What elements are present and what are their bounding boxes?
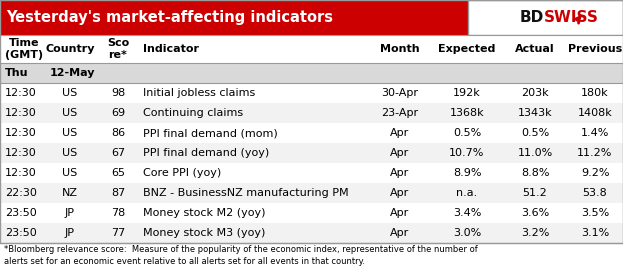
- Text: 1408k: 1408k: [578, 108, 612, 118]
- Text: n.a.: n.a.: [457, 188, 478, 198]
- Text: 30-Apr: 30-Apr: [381, 88, 419, 98]
- Text: 77: 77: [111, 228, 125, 238]
- Bar: [0, 203, 623, 223]
- Text: 0.5%: 0.5%: [453, 128, 481, 138]
- Text: 12:30: 12:30: [5, 128, 37, 138]
- Text: Indicator: Indicator: [143, 44, 199, 54]
- Text: 11.0%: 11.0%: [517, 148, 553, 158]
- Text: 78: 78: [111, 208, 125, 218]
- Text: NZ: NZ: [62, 188, 78, 198]
- Text: Apr: Apr: [391, 208, 410, 218]
- Text: 8.9%: 8.9%: [453, 168, 481, 178]
- Text: Actual: Actual: [515, 44, 555, 54]
- Text: 3.5%: 3.5%: [581, 208, 609, 218]
- Text: Apr: Apr: [391, 228, 410, 238]
- Text: 53.8: 53.8: [583, 188, 607, 198]
- Text: 12:30: 12:30: [5, 108, 37, 118]
- Text: 11.2%: 11.2%: [578, 148, 612, 158]
- Text: JP: JP: [65, 228, 75, 238]
- Text: 65: 65: [111, 168, 125, 178]
- Text: Yesterday's market-affecting indicators: Yesterday's market-affecting indicators: [6, 10, 333, 25]
- Text: Previous: Previous: [568, 44, 622, 54]
- Text: 3.4%: 3.4%: [453, 208, 481, 218]
- Text: Money stock M2 (yoy): Money stock M2 (yoy): [143, 208, 265, 218]
- Bar: [0, 163, 623, 183]
- Bar: [0, 0, 468, 35]
- Text: PPI final demand (mom): PPI final demand (mom): [143, 128, 278, 138]
- Text: 0.5%: 0.5%: [521, 128, 549, 138]
- Text: 3.6%: 3.6%: [521, 208, 549, 218]
- Text: Money stock M3 (yoy): Money stock M3 (yoy): [143, 228, 265, 238]
- Text: 98: 98: [111, 88, 125, 98]
- Text: 12:30: 12:30: [5, 168, 37, 178]
- Text: 1368k: 1368k: [450, 108, 484, 118]
- Text: 3.1%: 3.1%: [581, 228, 609, 238]
- Text: Continuing claims: Continuing claims: [143, 108, 243, 118]
- Text: BNZ - BusinessNZ manufacturing PM: BNZ - BusinessNZ manufacturing PM: [143, 188, 349, 198]
- Text: 180k: 180k: [581, 88, 609, 98]
- Bar: [0, 83, 623, 103]
- Text: 3.2%: 3.2%: [521, 228, 549, 238]
- Text: 12:30: 12:30: [5, 88, 37, 98]
- Text: 9.2%: 9.2%: [581, 168, 609, 178]
- Text: US: US: [62, 108, 78, 118]
- Text: 23-Apr: 23-Apr: [381, 108, 419, 118]
- Text: Time
(GMT): Time (GMT): [5, 38, 43, 59]
- Bar: [0, 0, 623, 243]
- Text: 12:30: 12:30: [5, 148, 37, 158]
- Bar: [0, 35, 623, 63]
- Text: Apr: Apr: [391, 168, 410, 178]
- Bar: [0, 123, 623, 143]
- Bar: [0, 103, 623, 123]
- Text: *Bloomberg relevance score:  Measure of the popularity of the economic index, re: *Bloomberg relevance score: Measure of t…: [4, 245, 478, 266]
- Text: Sco
re*: Sco re*: [107, 38, 129, 59]
- Bar: [468, 0, 623, 35]
- Text: Apr: Apr: [391, 128, 410, 138]
- Text: US: US: [62, 128, 78, 138]
- Text: 192k: 192k: [453, 88, 481, 98]
- Text: Country: Country: [45, 44, 95, 54]
- Text: 1343k: 1343k: [518, 108, 553, 118]
- Bar: [0, 183, 623, 203]
- Text: SWISS: SWISS: [543, 10, 598, 25]
- Text: Thu: Thu: [5, 68, 29, 78]
- Text: 22:30: 22:30: [5, 188, 37, 198]
- Text: US: US: [62, 168, 78, 178]
- Text: BD: BD: [519, 10, 543, 25]
- Text: 12-May: 12-May: [50, 68, 95, 78]
- Text: 87: 87: [111, 188, 125, 198]
- Text: PPI final demand (yoy): PPI final demand (yoy): [143, 148, 269, 158]
- Text: 10.7%: 10.7%: [449, 148, 485, 158]
- Bar: [0, 143, 623, 163]
- Text: 203k: 203k: [521, 88, 549, 98]
- Text: 3.0%: 3.0%: [453, 228, 481, 238]
- Bar: [0, 63, 623, 83]
- Text: 1.4%: 1.4%: [581, 128, 609, 138]
- Text: Core PPI (yoy): Core PPI (yoy): [143, 168, 221, 178]
- Text: Apr: Apr: [391, 188, 410, 198]
- Text: Apr: Apr: [391, 148, 410, 158]
- Text: US: US: [62, 148, 78, 158]
- Text: 67: 67: [111, 148, 125, 158]
- Text: 23:50: 23:50: [5, 208, 37, 218]
- Text: 86: 86: [111, 128, 125, 138]
- Bar: [0, 223, 623, 243]
- Text: US: US: [62, 88, 78, 98]
- Text: Expected: Expected: [439, 44, 496, 54]
- Bar: [468, 0, 623, 35]
- Text: 8.8%: 8.8%: [521, 168, 549, 178]
- Text: 69: 69: [111, 108, 125, 118]
- Text: Month: Month: [380, 44, 420, 54]
- Text: Initial jobless claims: Initial jobless claims: [143, 88, 255, 98]
- Text: JP: JP: [65, 208, 75, 218]
- Text: 51.2: 51.2: [523, 188, 548, 198]
- Text: 23:50: 23:50: [5, 228, 37, 238]
